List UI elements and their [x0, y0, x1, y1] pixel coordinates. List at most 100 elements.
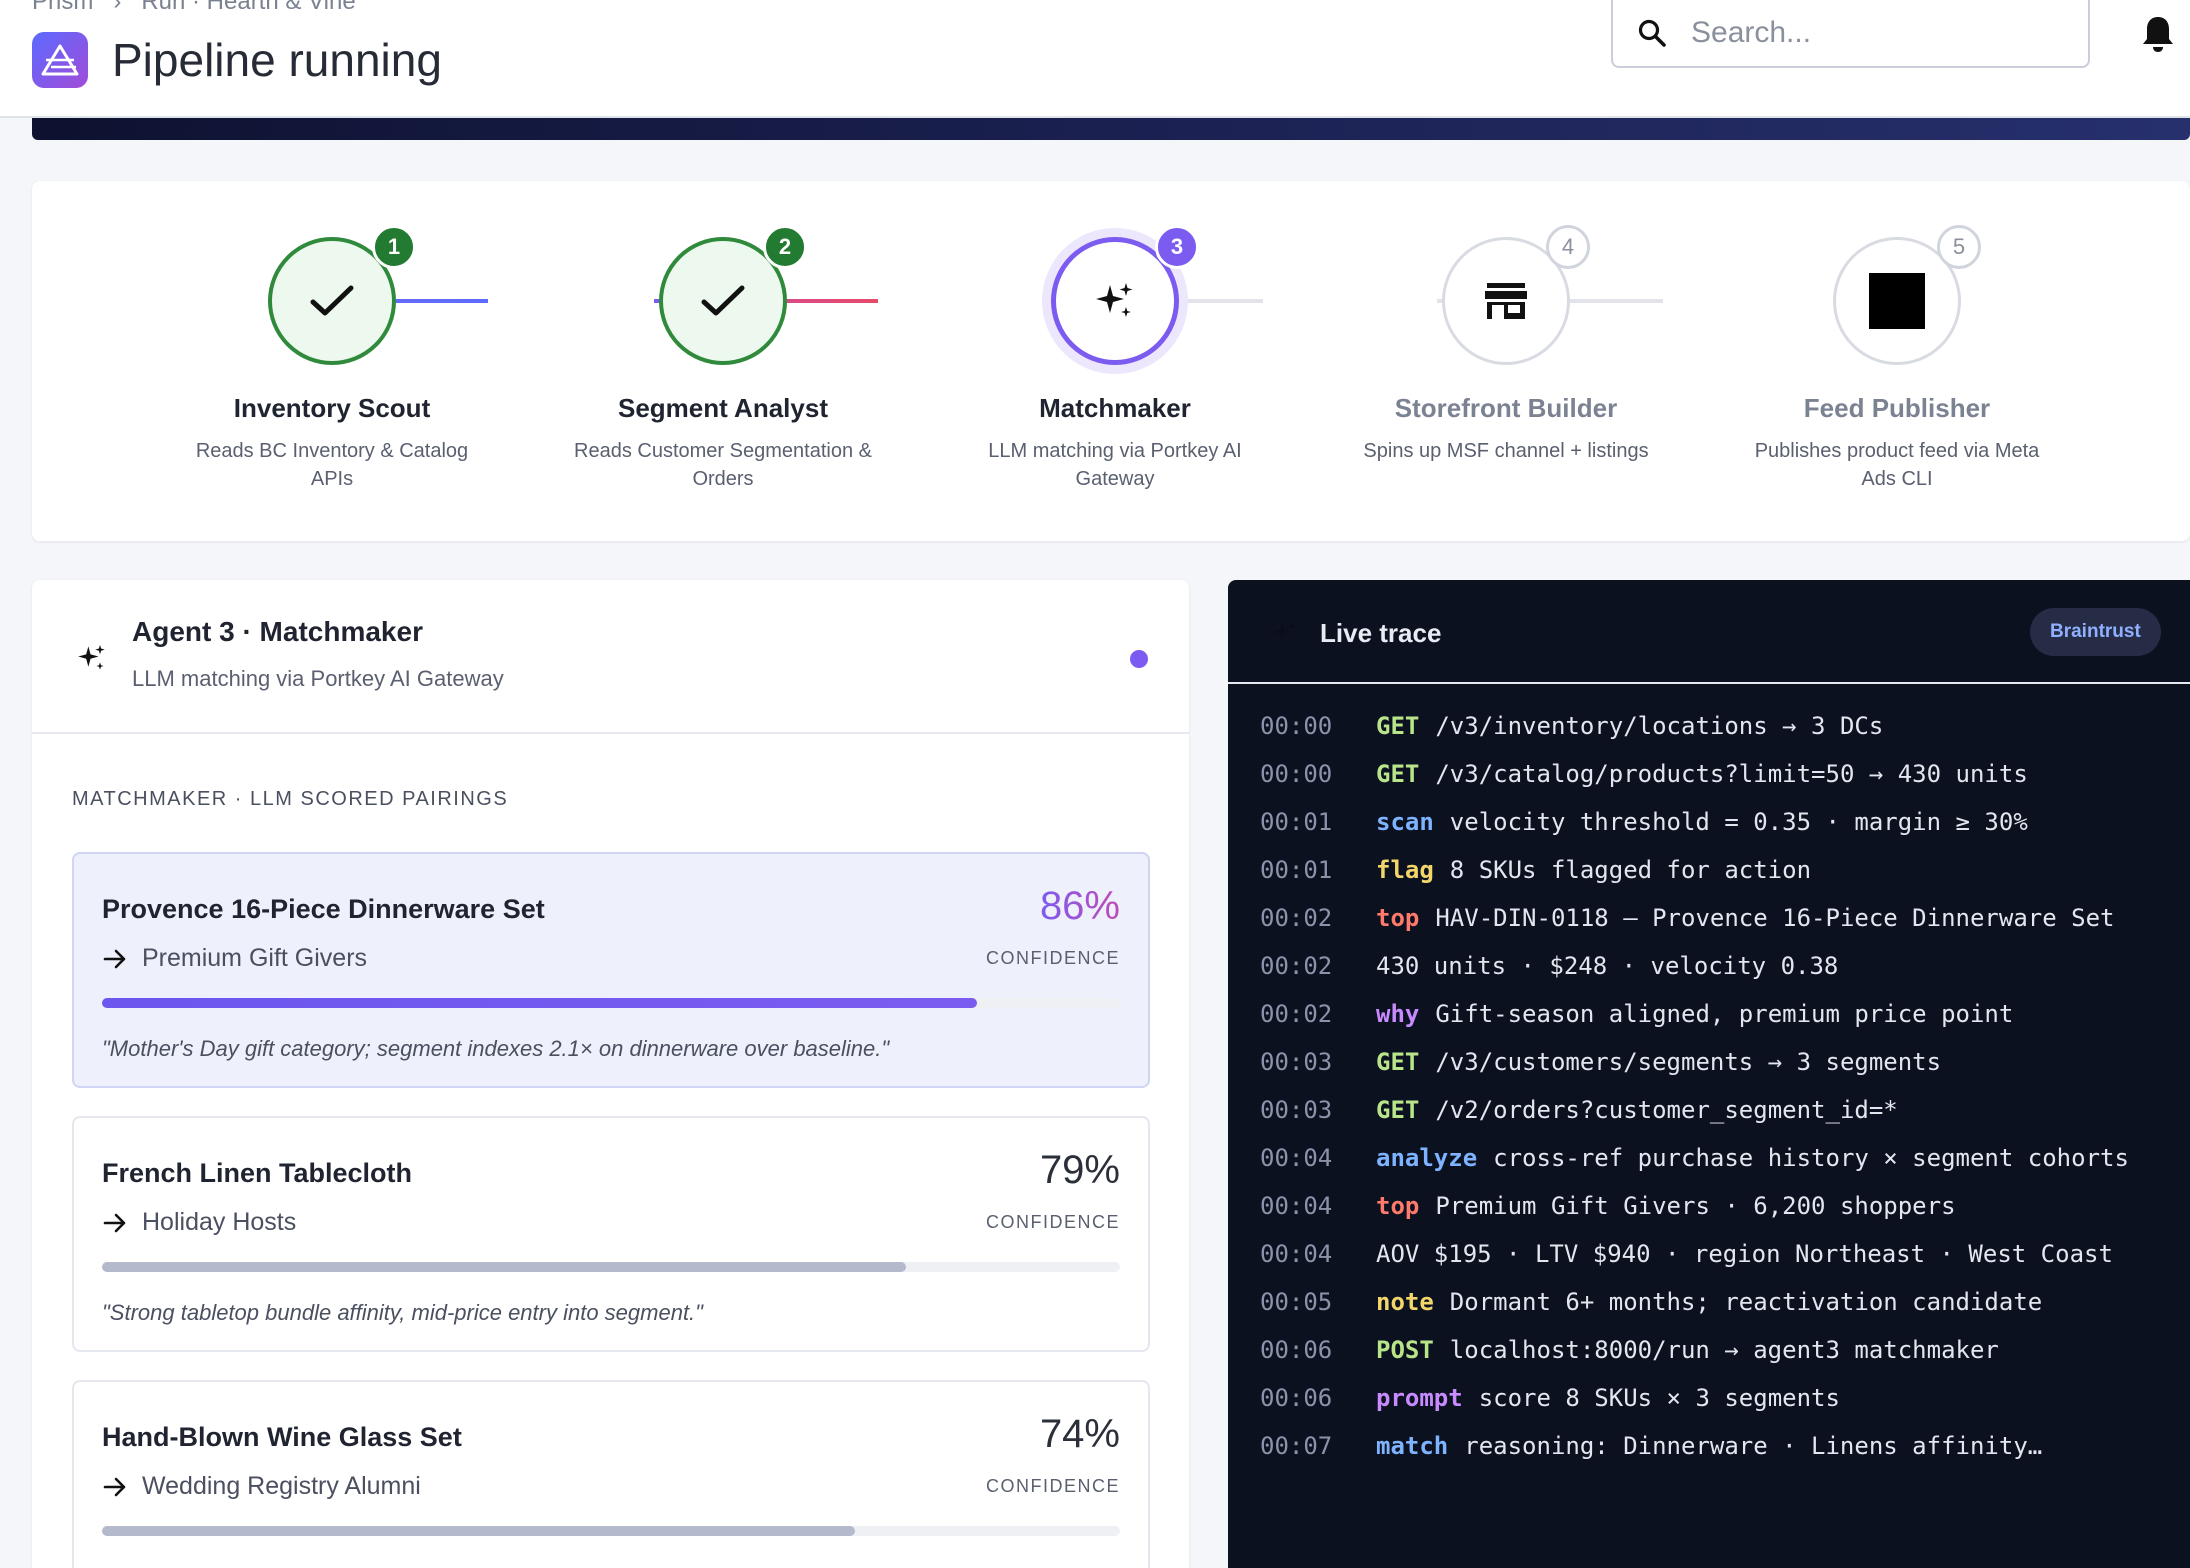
storefront-icon [1485, 283, 1527, 319]
step-matchmaker[interactable]: 3 Matchmaker LLM matching via Portkey AI… [955, 181, 1275, 541]
trace-timestamp: 00:02 [1260, 952, 1333, 980]
pairing-card[interactable]: Hand-Blown Wine Glass Set Wedding Registr… [72, 1380, 1150, 1568]
trace-timestamp: 00:02 [1260, 904, 1333, 932]
trace-verb: top [1376, 1192, 1420, 1220]
step-feed-publisher[interactable]: 5 Feed Publisher Publishes product feed … [1737, 181, 2057, 541]
trace-text: cross-ref purchase history × segment coh… [1493, 1144, 2129, 1172]
trace-text: 430 units · $248 · velocity 0.38 [1376, 952, 1839, 980]
arrow-right-icon [103, 949, 126, 969]
pairing-card[interactable]: French Linen Tablecloth Holiday Hosts 79% C… [72, 1116, 1150, 1352]
notification-bell-icon[interactable] [2140, 14, 2176, 54]
trace-timestamp: 00:04 [1260, 1144, 1333, 1172]
pipeline-stepper: 1 Inventory Scout Reads BC Inventory & C… [32, 181, 2190, 541]
trace-line: 00:02 430 units · $248 · velocity 0.38 [1260, 952, 2129, 1000]
breadcrumb: Prism › Run · Hearth & Vine [32, 0, 356, 15]
trace-timestamp: 00:00 [1260, 760, 1333, 788]
trace-verb: GET [1376, 760, 1420, 788]
step-description: Spins up MSF channel + listings [1363, 440, 1649, 462]
trace-text: Gift-season aligned, premium price point [1435, 1000, 2014, 1028]
trace-text: velocity threshold = 0.35 · margin ≥ 30% [1449, 808, 2028, 836]
pairing-card[interactable]: Provence 16-Piece Dinnerware Set Premium … [72, 852, 1150, 1088]
trace-text: /v3/inventory/locations → 3 DCs [1435, 712, 1884, 740]
trace-line: 00:04 analyze cross-ref purchase history ×… [1260, 1144, 2129, 1192]
step-title: Inventory Scout [233, 393, 431, 423]
live-trace-title: Live trace [1320, 618, 1442, 648]
step-title: Feed Publisher [1803, 393, 1991, 423]
step-storefront-builder[interactable]: 4 Storefront Builder Spins up MSF channe… [1346, 181, 1666, 541]
braintrust-badge[interactable]: Braintrust [2030, 608, 2161, 656]
step-number-badge: 4 [1546, 225, 1590, 269]
step-description: Reads Customer Segmentation & Orders [574, 440, 872, 490]
breadcrumb-current[interactable]: Run · Hearth & Vine [141, 0, 356, 15]
confidence-bar [102, 998, 1120, 1008]
search-input[interactable] [1691, 16, 2071, 50]
trace-verb: top [1376, 904, 1420, 932]
trace-line: 00:06 POST localhost:8000/run → agent3 mat… [1260, 1336, 2129, 1384]
confidence-bar [102, 1262, 1120, 1272]
sparkle-icon [1273, 622, 1296, 641]
trace-verb: scan [1376, 808, 1434, 836]
trace-timestamp: 00:03 [1260, 1048, 1333, 1076]
trace-verb: GET [1376, 1048, 1420, 1076]
trace-verb: GET [1376, 1096, 1420, 1124]
step-circle [1442, 237, 1570, 365]
trace-timestamp: 00:04 [1260, 1240, 1333, 1268]
trace-timestamp: 00:02 [1260, 1000, 1333, 1028]
trace-text: HAV-DIN-0118 — Provence 16-Piece Dinnerw… [1435, 904, 2115, 932]
confidence-bar-fill [102, 1526, 856, 1536]
pairing-segment: Premium Gift Givers [142, 944, 368, 972]
confidence-label: CONFIDENCE [985, 1476, 1120, 1496]
trace-verb: prompt [1376, 1384, 1463, 1412]
step-title: Matchmaker [1039, 393, 1191, 423]
step-title: Segment Analyst [618, 393, 828, 423]
trace-verb: GET [1376, 712, 1420, 740]
confidence-value: 86% [1039, 884, 1120, 928]
trace-text: localhost:8000/run → agent3 matchmaker [1449, 1336, 1999, 1364]
sparkle-icon [1096, 283, 1133, 317]
search-box[interactable] [1611, 0, 2090, 68]
confidence-bar-fill [102, 1262, 907, 1272]
confidence-label: CONFIDENCE [985, 1212, 1120, 1232]
section-label: MATCHMAKER · LLM SCORED PAIRINGS [72, 788, 509, 810]
trace-text: score 8 SKUs × 3 segments [1478, 1384, 1840, 1412]
app-header: Prism › Run · Hearth & Vine Pipeline run… [0, 0, 2190, 118]
confidence-value: 74% [1039, 1412, 1120, 1456]
trace-verb: note [1376, 1288, 1434, 1316]
trace-timestamp: 00:01 [1260, 808, 1333, 836]
agent-subtitle: LLM matching via Portkey AI Gateway [132, 666, 504, 691]
prism-logo-icon[interactable] [32, 32, 88, 88]
trace-line: 00:00 GET/v3/inventory/locations → 3 DCs [1260, 712, 2129, 760]
pairing-product: French Linen Tablecloth [102, 1158, 413, 1188]
step-segment-analyst[interactable]: 2 Segment Analyst Reads Customer Segment… [563, 181, 883, 541]
trace-text: AOV $195 · LTV $940 · region Northeast ·… [1376, 1240, 2113, 1268]
trace-line: 00:01 flag 8 SKUs flagged for action [1260, 856, 2129, 904]
search-icon [1638, 19, 1666, 47]
step-number-badge: 5 [1937, 225, 1981, 269]
trace-timestamp: 00:06 [1260, 1336, 1333, 1364]
breadcrumb-separator: › [113, 0, 122, 15]
step-number-badge: 3 [1155, 225, 1199, 269]
trace-text: reasoning: Dinnerware · Linens affinity… [1464, 1432, 2043, 1460]
agent-status-dot [1130, 650, 1148, 668]
pairing-segment: Wedding Registry Alumni [142, 1472, 421, 1500]
step-description: Publishes product feed via Meta Ads CLI [1754, 440, 2040, 490]
trace-log[interactable]: 00:00 GET/v3/inventory/locations → 3 DCs 0… [1260, 712, 2129, 1480]
step-inventory-scout[interactable]: 1 Inventory Scout Reads BC Inventory & C… [172, 181, 492, 541]
check-icon [701, 285, 745, 316]
agent-panel-header: Agent 3 · Matchmaker LLM matching via Po… [32, 580, 1189, 734]
trace-line: 00:01 scan velocity threshold = 0.35 · mar… [1260, 808, 2129, 856]
step-description: Reads BC Inventory & Catalog APIs [195, 440, 469, 490]
trace-timestamp: 00:06 [1260, 1384, 1333, 1412]
trace-line: 00:03 GET/v3/customers/segments → 3 segme… [1260, 1048, 2129, 1096]
trace-text: Dormant 6+ months; reactivation candidat… [1449, 1288, 2043, 1316]
breadcrumb-root[interactable]: Prism [32, 0, 94, 15]
trace-line: 00:03 GET/v2/orders?customer_segment_id=* [1260, 1096, 2129, 1144]
trace-verb: why [1376, 1000, 1420, 1028]
trace-verb: match [1376, 1432, 1449, 1460]
trace-line: 00:07 match reasoning: Dinnerware · Linens… [1260, 1432, 2129, 1480]
trace-text: 8 SKUs flagged for action [1449, 856, 1812, 884]
pairing-product: Hand-Blown Wine Glass Set [102, 1422, 462, 1452]
trace-verb: analyze [1376, 1144, 1478, 1172]
arrow-right-icon [103, 1213, 126, 1233]
confidence-value: 79% [1039, 1148, 1120, 1192]
